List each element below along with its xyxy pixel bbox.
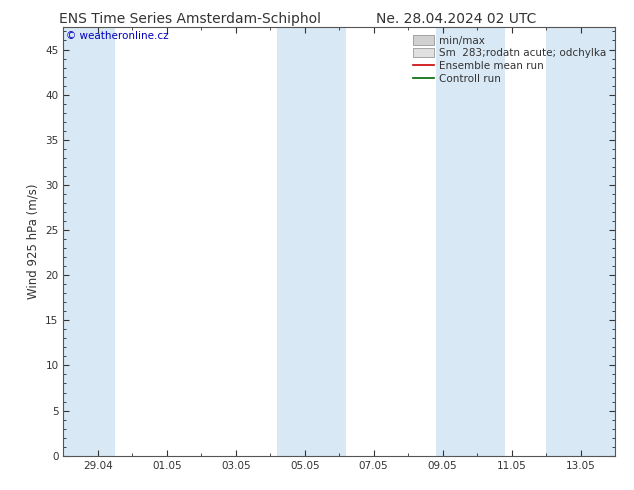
Text: ENS Time Series Amsterdam-Schiphol: ENS Time Series Amsterdam-Schiphol bbox=[59, 12, 321, 26]
Bar bbox=[546, 27, 615, 456]
Text: Ne. 28.04.2024 02 UTC: Ne. 28.04.2024 02 UTC bbox=[377, 12, 536, 26]
Bar bbox=[277, 27, 346, 456]
Legend: min/max, Sm  283;rodatn acute; odchylka, Ensemble mean run, Controll run: min/max, Sm 283;rodatn acute; odchylka, … bbox=[410, 32, 610, 87]
Y-axis label: Wind 925 hPa (m/s): Wind 925 hPa (m/s) bbox=[27, 184, 40, 299]
Bar bbox=[63, 27, 115, 456]
Bar bbox=[436, 27, 505, 456]
Text: © weatheronline.cz: © weatheronline.cz bbox=[66, 31, 169, 41]
